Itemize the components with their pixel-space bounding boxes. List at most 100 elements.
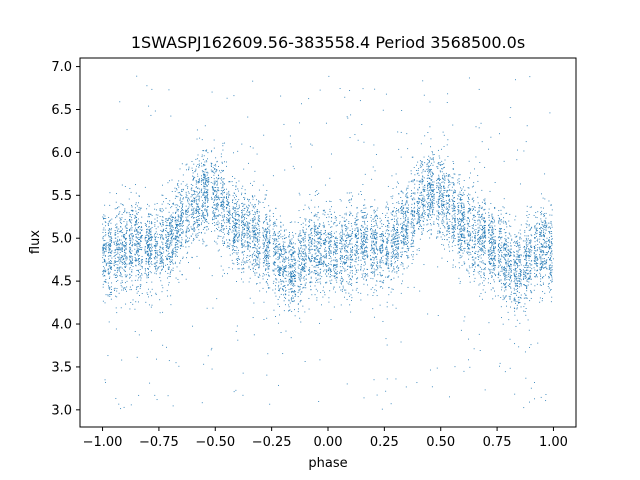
data-point bbox=[141, 237, 143, 239]
data-point bbox=[402, 273, 404, 275]
data-point bbox=[244, 232, 246, 234]
data-point bbox=[199, 191, 201, 193]
data-point bbox=[198, 211, 199, 213]
data-point bbox=[484, 269, 486, 271]
data-point bbox=[252, 205, 254, 207]
data-point bbox=[281, 264, 283, 266]
data-point bbox=[470, 233, 472, 235]
data-point bbox=[490, 269, 492, 271]
data-point bbox=[363, 237, 365, 239]
data-point bbox=[165, 234, 167, 236]
data-point bbox=[539, 224, 540, 225]
data-point bbox=[475, 235, 476, 237]
data-point bbox=[477, 265, 479, 267]
data-point bbox=[253, 219, 255, 221]
data-point bbox=[204, 196, 206, 197]
data-point bbox=[551, 281, 553, 283]
data-point bbox=[162, 220, 164, 221]
data-point bbox=[336, 245, 338, 247]
data-point bbox=[204, 208, 206, 210]
data-point bbox=[421, 213, 423, 215]
data-point bbox=[254, 274, 256, 276]
data-point bbox=[508, 295, 510, 297]
data-point bbox=[119, 242, 121, 244]
data-point bbox=[129, 274, 131, 276]
data-point bbox=[298, 289, 300, 291]
data-point bbox=[197, 175, 199, 177]
data-point bbox=[437, 205, 439, 207]
data-point bbox=[381, 281, 383, 283]
data-point bbox=[105, 381, 106, 383]
data-point bbox=[545, 227, 547, 229]
data-point bbox=[329, 245, 331, 247]
data-point bbox=[226, 233, 228, 235]
data-point bbox=[382, 241, 384, 243]
data-point bbox=[319, 224, 321, 226]
data-point bbox=[388, 294, 390, 296]
data-point bbox=[491, 231, 493, 233]
data-point bbox=[259, 201, 261, 203]
data-point bbox=[257, 253, 259, 255]
data-point bbox=[396, 210, 397, 212]
data-point bbox=[247, 207, 249, 209]
data-point bbox=[135, 275, 137, 277]
data-point bbox=[498, 265, 500, 267]
data-point bbox=[166, 244, 168, 246]
data-point bbox=[117, 239, 118, 241]
data-point bbox=[203, 197, 205, 198]
data-point bbox=[534, 382, 535, 383]
data-point bbox=[316, 280, 318, 281]
data-point bbox=[421, 178, 423, 180]
data-point bbox=[182, 232, 184, 234]
data-point bbox=[494, 265, 496, 267]
data-point bbox=[154, 225, 156, 227]
data-point bbox=[206, 226, 208, 228]
data-point bbox=[308, 239, 310, 241]
data-point bbox=[388, 233, 390, 235]
data-point bbox=[372, 272, 374, 274]
data-point bbox=[459, 267, 461, 269]
data-point bbox=[345, 255, 347, 256]
data-point bbox=[111, 267, 112, 269]
data-point bbox=[320, 230, 322, 231]
data-point bbox=[392, 254, 394, 256]
data-point bbox=[161, 291, 163, 293]
data-point bbox=[302, 248, 304, 250]
data-point bbox=[237, 150, 239, 152]
data-point bbox=[208, 179, 210, 181]
data-point bbox=[168, 236, 169, 238]
data-point bbox=[526, 211, 528, 212]
data-point bbox=[185, 240, 187, 242]
data-point bbox=[407, 225, 409, 226]
data-point bbox=[288, 252, 290, 254]
data-point bbox=[144, 250, 146, 252]
data-point bbox=[298, 308, 299, 310]
data-point bbox=[551, 226, 553, 228]
data-point bbox=[488, 236, 490, 238]
data-point bbox=[311, 254, 313, 256]
data-point bbox=[316, 235, 317, 236]
data-point bbox=[150, 213, 152, 215]
data-point bbox=[157, 266, 159, 268]
data-point bbox=[162, 259, 164, 261]
data-point bbox=[138, 245, 140, 247]
data-point bbox=[530, 247, 532, 248]
data-point bbox=[543, 220, 545, 222]
data-point bbox=[417, 170, 419, 171]
data-point bbox=[350, 234, 352, 236]
data-point bbox=[132, 214, 134, 216]
data-point bbox=[478, 216, 480, 218]
data-point bbox=[335, 249, 337, 251]
data-point bbox=[278, 256, 280, 258]
data-point bbox=[136, 252, 138, 253]
data-point bbox=[375, 214, 377, 216]
data-point bbox=[236, 214, 238, 215]
data-point bbox=[273, 222, 275, 224]
data-point bbox=[241, 268, 243, 270]
data-point bbox=[413, 286, 415, 288]
data-point bbox=[542, 258, 544, 260]
data-point bbox=[535, 250, 537, 252]
data-point bbox=[392, 251, 394, 253]
data-point bbox=[377, 261, 378, 263]
